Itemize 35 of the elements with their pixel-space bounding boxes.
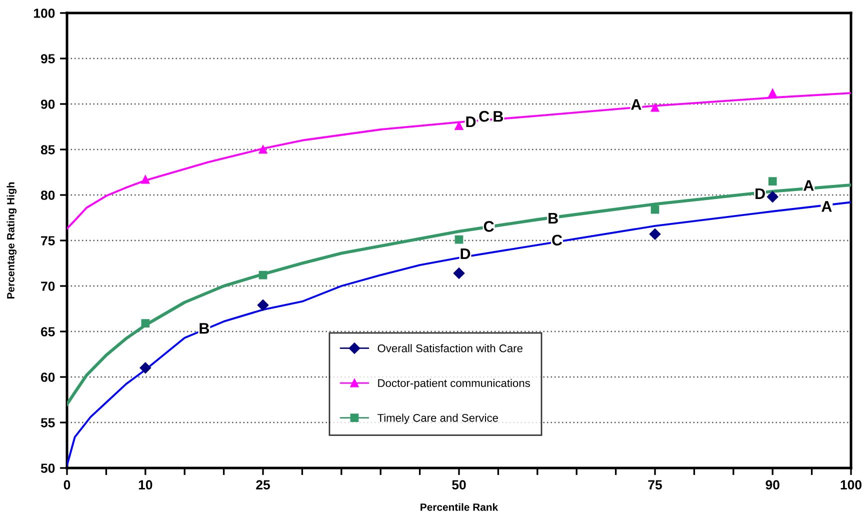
y-tick-label: 95 [40, 54, 55, 64]
y-tick-label: 90 [40, 100, 55, 109]
y-tick-label: 100 [34, 8, 55, 18]
y-tick-label: 55 [40, 418, 55, 428]
annotation: B [548, 213, 558, 224]
annotation: D [756, 188, 765, 199]
annotation: D [460, 248, 470, 260]
y-tick-label: 80 [40, 190, 55, 200]
y-tick-label: 50 [40, 464, 55, 473]
x-axis-title: Percentile Rank [420, 503, 498, 511]
annotation: B [200, 323, 210, 334]
y-tick-label: 75 [41, 236, 55, 246]
annotation: A [822, 201, 832, 212]
x-tick-label: 10 [138, 480, 152, 490]
annotation: C [484, 221, 494, 232]
legend-label: Doctor-patient communications [378, 378, 530, 390]
y-tick-label: 65 [41, 327, 55, 336]
annotation: A [631, 99, 642, 110]
annotation: C [552, 234, 562, 246]
y-tick-label: 60 [41, 372, 55, 382]
legend-label: Timely Care and Service [377, 414, 498, 424]
y-tick-label: 70 [41, 282, 55, 291]
x-tick-label: 100 [840, 480, 862, 490]
x-tick-label: 75 [648, 480, 662, 490]
x-tick-label: 50 [452, 480, 466, 490]
legend-label: Overall Satisfaction with Care [378, 344, 522, 352]
annotation: D [466, 116, 476, 128]
y-tick-label: 85 [40, 145, 55, 154]
x-tick-label: 25 [256, 480, 270, 490]
annotation: B [494, 111, 504, 122]
annotation: C [479, 110, 490, 122]
x-tick-label: 90 [766, 480, 780, 490]
annotation: A [804, 180, 814, 191]
y-axis-title: Percentage Rating High [6, 182, 17, 299]
x-tick-label: 0 [64, 480, 70, 490]
